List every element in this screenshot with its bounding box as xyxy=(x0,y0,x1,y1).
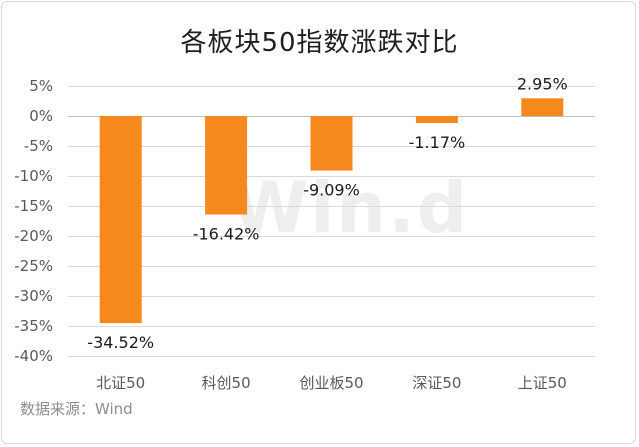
data-label: -1.17% xyxy=(409,133,466,152)
y-tick-label: 5% xyxy=(29,77,53,95)
data-label: 2.95% xyxy=(517,74,568,93)
bars xyxy=(99,98,564,324)
bar xyxy=(310,116,353,171)
bar xyxy=(99,116,142,324)
bar xyxy=(521,98,564,116)
bar xyxy=(415,116,458,124)
y-tick-label: -25% xyxy=(14,257,53,275)
x-category-label: 北证50 xyxy=(96,374,145,392)
data-label: -9.09% xyxy=(303,181,360,200)
x-category-label: 科创50 xyxy=(202,374,251,392)
watermark: Win.d xyxy=(231,167,469,249)
data-labels: -34.52% -16.42% -9.09% -1.17% 2.95% xyxy=(87,74,567,352)
y-tick-label: -35% xyxy=(14,317,53,335)
y-tick-label: -15% xyxy=(14,197,53,215)
x-category-label: 创业板50 xyxy=(299,374,363,392)
y-tick-label: 0% xyxy=(29,107,53,125)
y-tick-label: -40% xyxy=(14,347,53,365)
x-category-label: 上证50 xyxy=(518,374,567,392)
y-tick-label: -30% xyxy=(14,287,53,305)
y-axis-ticks: 5% 0% -5% -10% -15% -20% -25% -30% -35% -40% xyxy=(14,77,53,365)
data-label: -34.52% xyxy=(87,333,154,352)
y-tick-label: -20% xyxy=(14,227,53,245)
source-note: 数据来源：Wind xyxy=(20,400,133,418)
y-tick-label: -10% xyxy=(14,167,53,185)
y-tick-label: -5% xyxy=(24,137,53,155)
bar xyxy=(205,116,248,215)
chart-title: 各板块50指数涨跌对比 xyxy=(180,28,459,58)
x-category-label: 深证50 xyxy=(412,374,461,392)
data-label: -16.42% xyxy=(193,225,260,244)
x-axis-categories: 北证50 科创50 创业板50 深证50 上证50 xyxy=(96,374,567,392)
